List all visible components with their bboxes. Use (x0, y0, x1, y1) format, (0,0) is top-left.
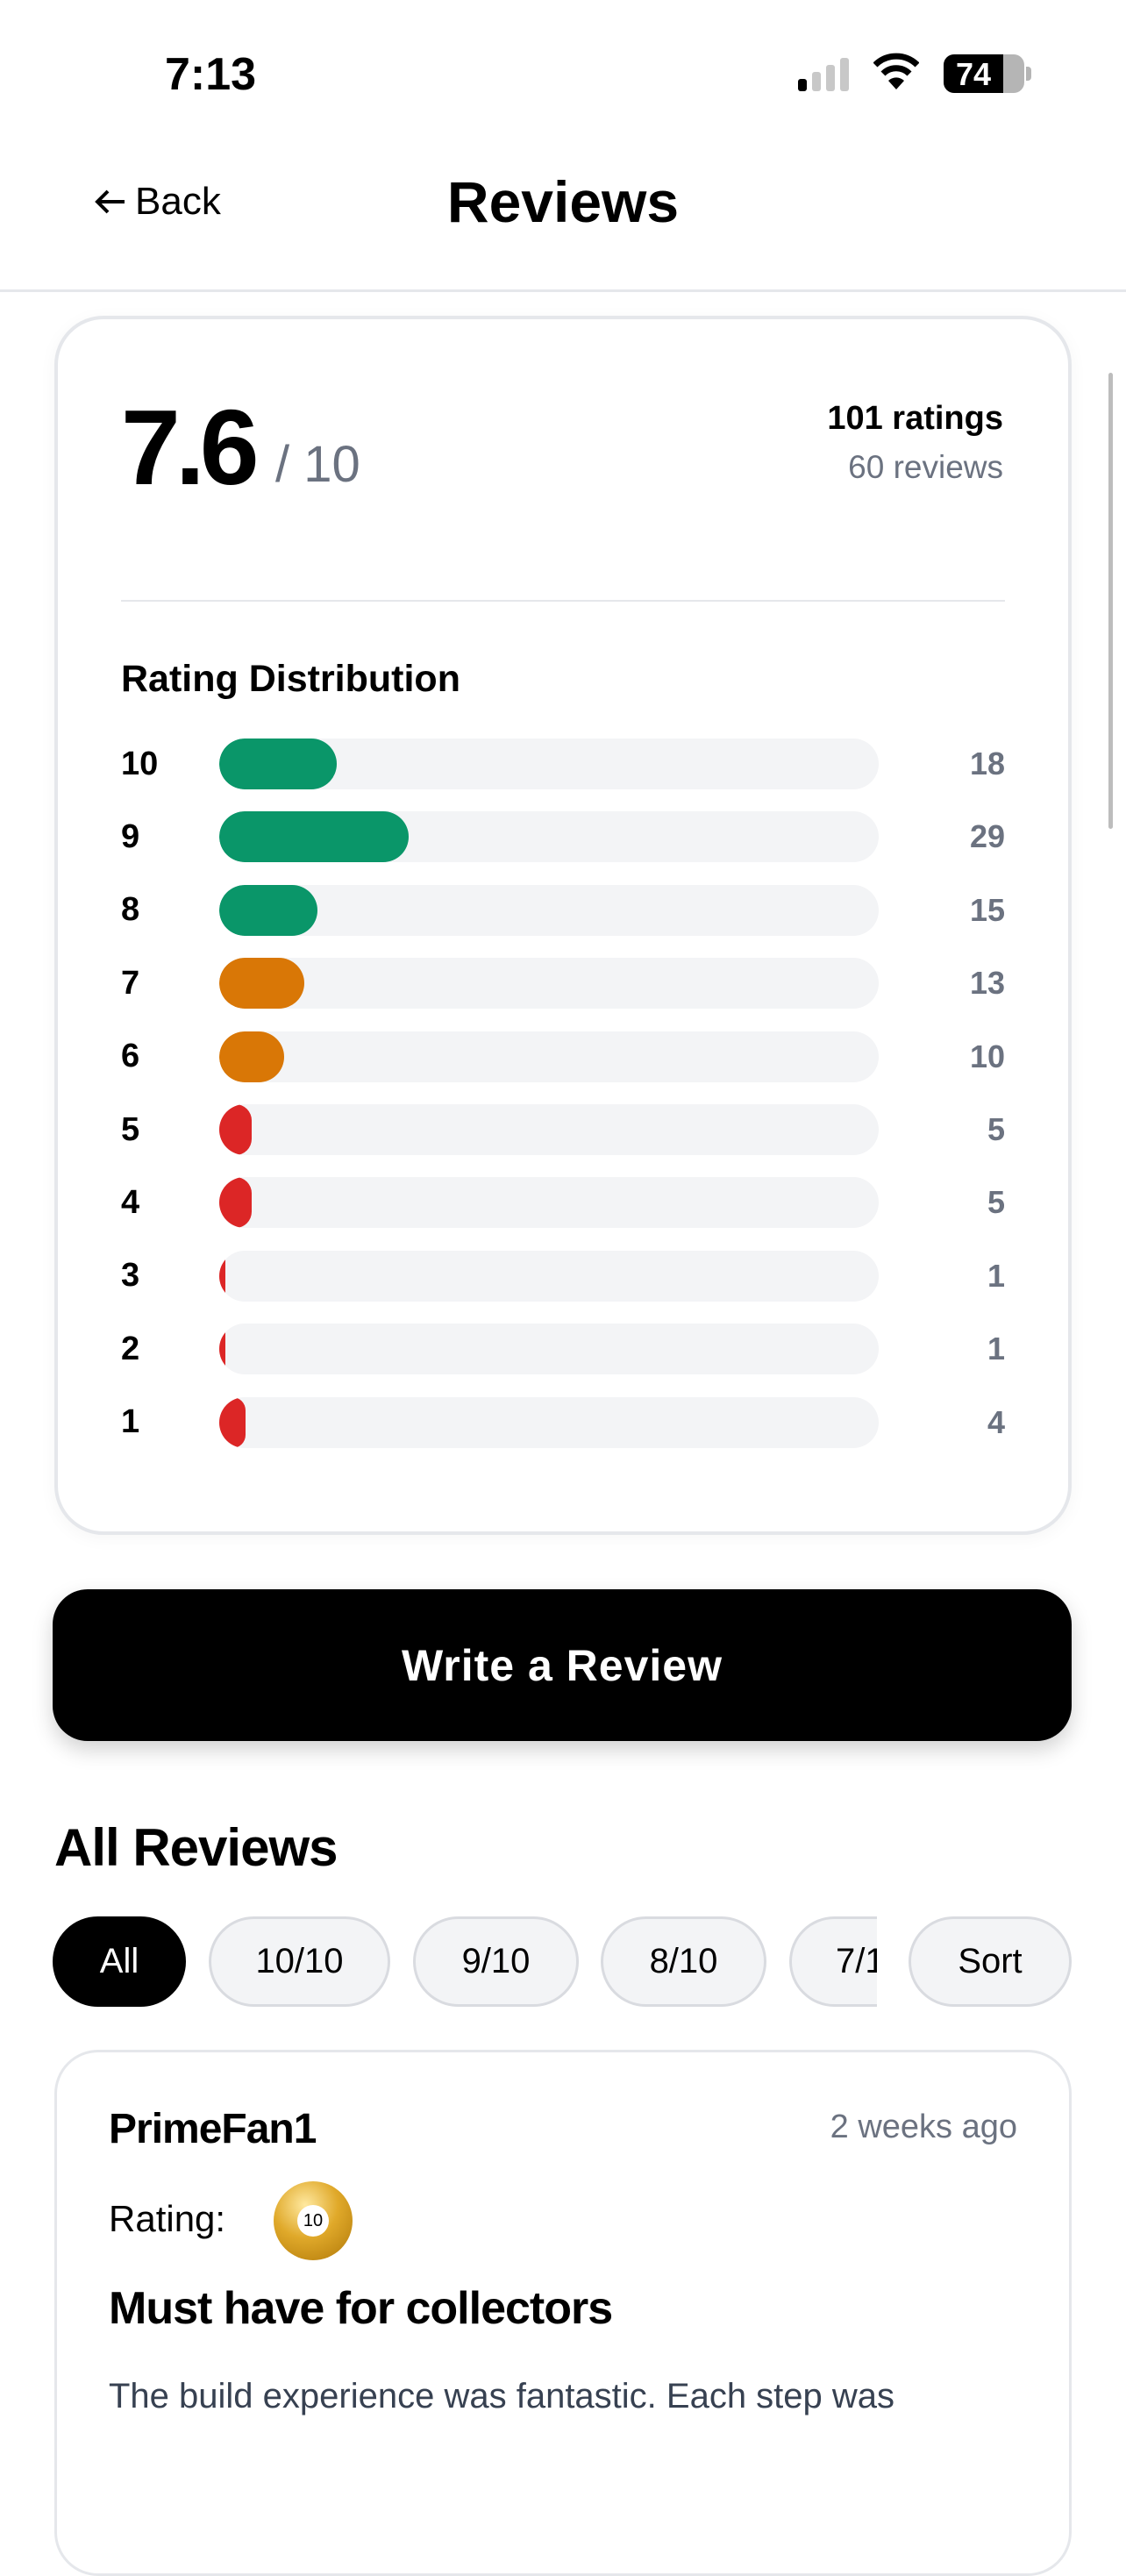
distribution-count: 10 (969, 1038, 1005, 1074)
distribution-bar (219, 1177, 253, 1229)
distribution-track (219, 958, 879, 1010)
distribution-row: 2 1 (121, 1323, 1005, 1375)
ratings-count: 101 ratings (827, 400, 1003, 437)
distribution-count: 1 (987, 1331, 1005, 1367)
filter-chip-all[interactable]: All (53, 1916, 186, 2007)
back-button[interactable]: Back (95, 180, 221, 224)
distribution-row: 4 5 (121, 1176, 1005, 1229)
distribution-label: 5 (121, 1110, 140, 1148)
distribution-track (219, 1324, 879, 1375)
battery-level: 74 (956, 56, 992, 92)
sort-button[interactable]: Sort (909, 1916, 1072, 2007)
distribution-track (219, 1104, 879, 1155)
review-title: Must have for collectors (109, 2283, 613, 2334)
write-review-button[interactable]: Write a Review (53, 1589, 1072, 1741)
distribution-count: 18 (969, 746, 1005, 781)
distribution-label: 10 (121, 745, 159, 782)
distribution-bar (219, 811, 409, 863)
filter-chip-7[interactable]: 7/10 (789, 1916, 877, 2007)
all-reviews-title: All Reviews (54, 1818, 338, 1877)
distribution-bar (219, 958, 304, 1010)
distribution-bar (219, 884, 317, 936)
review-date: 2 weeks ago (830, 2109, 1017, 2145)
distribution-row: 5 5 (121, 1103, 1005, 1156)
summary-divider (121, 600, 1005, 602)
rating-ball-number: 10 (297, 2205, 329, 2237)
reviews-count: 60 reviews (848, 449, 1003, 485)
distribution-label: 3 (121, 1257, 140, 1295)
distribution-label: 8 (121, 891, 140, 929)
distribution-label: 2 (121, 1330, 140, 1367)
distribution-track (219, 1250, 879, 1302)
filter-chip-8[interactable]: 8/10 (601, 1916, 766, 2007)
distribution-label: 7 (121, 964, 140, 1002)
score-max: / 10 (275, 436, 360, 493)
review-username: PrimeFan1 (109, 2106, 317, 2152)
rating-ball-icon: 10 (274, 2181, 353, 2260)
cellular-signal-icon (798, 58, 849, 91)
distribution-title: Rating Distribution (121, 658, 460, 700)
distribution-count: 29 (969, 818, 1005, 855)
distribution-count: 5 (987, 1111, 1005, 1147)
filter-chip-10[interactable]: 10/10 (209, 1916, 390, 2007)
distribution-count: 1 (987, 1257, 1005, 1294)
distribution-bar (219, 1250, 226, 1302)
distribution-bar (219, 739, 338, 789)
header-divider (0, 289, 1126, 292)
wifi-icon (873, 53, 919, 89)
distribution-count: 5 (987, 1184, 1005, 1221)
distribution-track (219, 1177, 879, 1229)
distribution-count: 15 (969, 891, 1005, 928)
distribution-row: 3 1 (121, 1250, 1005, 1302)
distribution-label: 1 (121, 1403, 140, 1441)
distribution-row: 6 10 (121, 1031, 1005, 1083)
distribution-label: 4 (121, 1183, 140, 1221)
distribution-bar (219, 1396, 246, 1448)
distribution-row: 9 29 (121, 810, 1005, 863)
battery-icon: 74 (944, 54, 1024, 93)
distribution-row: 1 4 (121, 1396, 1005, 1449)
distribution-track (219, 1031, 879, 1082)
filter-chip-9[interactable]: 9/10 (413, 1916, 579, 2007)
distribution-row: 10 18 (121, 738, 1005, 790)
distribution-track (219, 1396, 879, 1448)
filter-chips: All 10/10 9/10 8/10 7/10 Sort (0, 1916, 1126, 2007)
review-rating-label: Rating: (109, 2198, 226, 2239)
distribution-count: 4 (987, 1403, 1005, 1440)
distribution-count: 13 (969, 965, 1005, 1002)
distribution-label: 6 (121, 1038, 140, 1075)
distribution-label: 9 (121, 817, 140, 855)
distribution-track (219, 811, 879, 863)
distribution-track (219, 884, 879, 936)
distribution-row: 7 13 (121, 957, 1005, 1010)
average-score: 7.6 (121, 388, 260, 507)
scrollbar[interactable] (1108, 373, 1113, 829)
status-time: 7:13 (165, 49, 257, 100)
battery-cap (1026, 67, 1031, 81)
back-label: Back (135, 180, 221, 223)
page-title: Reviews (446, 169, 680, 234)
distribution-bar (219, 1031, 285, 1082)
distribution-track (219, 739, 879, 789)
arrow-left-icon (95, 189, 125, 214)
review-body: The build experience was fantastic. Each… (109, 2377, 895, 2415)
distribution-row: 8 15 (121, 884, 1005, 937)
distribution-bar (219, 1324, 226, 1375)
distribution-bar (219, 1104, 253, 1155)
